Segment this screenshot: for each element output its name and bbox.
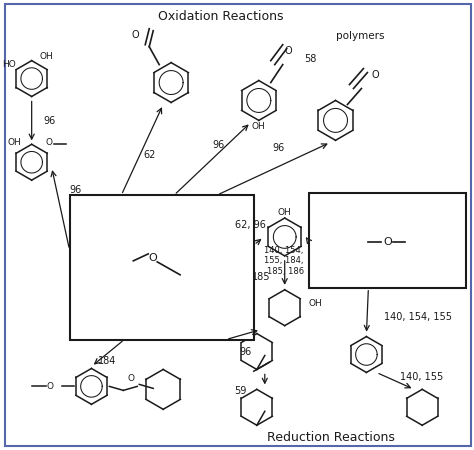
Polygon shape [100, 220, 138, 264]
Text: O: O [149, 253, 157, 263]
Polygon shape [146, 369, 181, 410]
Text: O: O [285, 45, 292, 56]
Text: 96: 96 [213, 140, 225, 150]
Text: O: O [372, 70, 379, 80]
Text: 62: 62 [143, 150, 155, 160]
Text: 96: 96 [69, 185, 82, 195]
Text: Reduction Reactions: Reduction Reactions [266, 431, 394, 444]
Text: 58: 58 [304, 54, 317, 63]
Text: polymers: polymers [336, 31, 385, 40]
Polygon shape [408, 219, 448, 265]
Text: 140, 155: 140, 155 [400, 373, 444, 382]
Bar [309, 193, 466, 288]
Text: OH: OH [40, 52, 54, 61]
Text: HO: HO [2, 60, 16, 69]
Polygon shape [268, 218, 301, 256]
Polygon shape [269, 290, 300, 326]
Text: 140, 154,
155, 184,
185, 186: 140, 154, 155, 184, 185, 186 [264, 246, 304, 276]
Text: OH: OH [309, 299, 322, 308]
Polygon shape [318, 100, 353, 140]
Polygon shape [167, 273, 205, 317]
Polygon shape [16, 61, 47, 96]
Polygon shape [241, 333, 273, 369]
Text: 62, 96: 62, 96 [235, 220, 266, 230]
Text: 96: 96 [273, 143, 285, 153]
Text: 59: 59 [235, 387, 247, 396]
Polygon shape [16, 144, 47, 180]
Bar [70, 195, 254, 340]
Text: O: O [46, 382, 54, 391]
Polygon shape [76, 369, 107, 404]
Polygon shape [242, 81, 276, 121]
Polygon shape [154, 63, 188, 103]
Text: OH: OH [252, 122, 266, 131]
Text: 184: 184 [98, 356, 117, 366]
Text: O: O [383, 237, 392, 247]
Text: 185: 185 [252, 272, 271, 282]
Text: Oxidation Reactions: Oxidation Reactions [158, 10, 284, 23]
Text: O: O [132, 30, 139, 40]
Text: 140, 154, 155: 140, 154, 155 [384, 312, 452, 322]
Polygon shape [241, 389, 273, 425]
Text: OH: OH [8, 138, 22, 147]
Polygon shape [407, 389, 438, 425]
Text: O: O [128, 374, 135, 383]
Text: O: O [46, 138, 53, 147]
Polygon shape [326, 219, 365, 265]
Text: OH: OH [278, 207, 292, 216]
Polygon shape [351, 337, 382, 373]
Text: 96: 96 [239, 346, 251, 356]
Text: 96: 96 [44, 117, 56, 126]
